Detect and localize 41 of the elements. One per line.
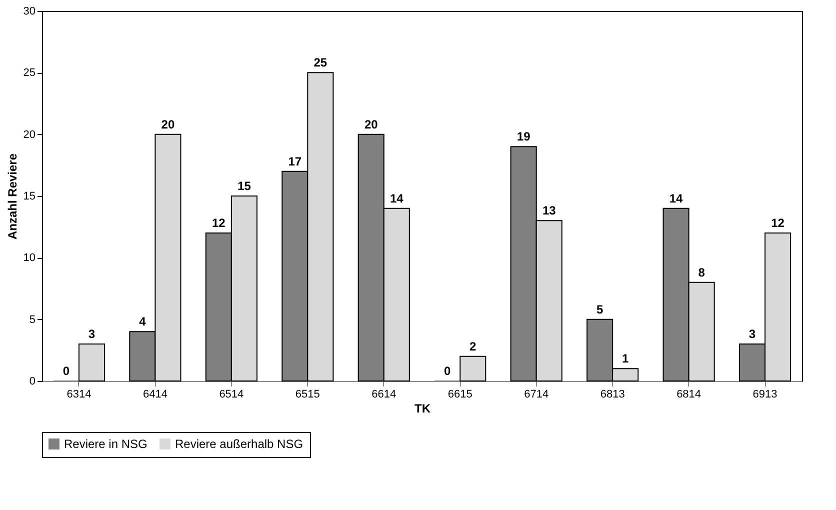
data-label: 0 (444, 364, 451, 378)
y-tick-label: 0 (29, 376, 36, 388)
data-label: 19 (516, 130, 531, 144)
data-label: 14 (390, 191, 404, 206)
x-tick-label: 6515 (295, 388, 320, 400)
legend-label: Reviere außerhalb NSG (175, 437, 304, 451)
y-tick-label: 5 (29, 314, 36, 326)
y-tick-label: 20 (23, 128, 36, 141)
x-tick-label: 6813 (600, 388, 625, 400)
data-label: 15 (238, 179, 252, 193)
data-label: 20 (161, 117, 175, 132)
x-tick-label: 6514 (219, 388, 244, 400)
y-axis-title: Anzahl Reviere (5, 153, 20, 240)
data-label: 8 (698, 265, 706, 280)
data-label: 13 (542, 204, 556, 218)
y-tick-label: 10 (23, 252, 36, 264)
legend-label: Reviere in NSG (64, 437, 148, 451)
data-label: 12 (771, 216, 785, 230)
data-label: 20 (364, 117, 378, 132)
y-tick-label: 15 (23, 190, 36, 202)
x-tick-label: 6814 (676, 388, 702, 400)
x-tick-label: 6414 (142, 388, 168, 400)
x-axis-title: TK (414, 402, 431, 416)
x-tick-label: 6314 (66, 388, 92, 400)
x-tick-label: 6913 (752, 388, 778, 400)
data-label: 5 (596, 302, 604, 316)
data-label: 4 (139, 314, 146, 329)
y-tick-label: 25 (23, 67, 36, 80)
data-label: 3 (748, 327, 756, 341)
data-label: 25 (314, 56, 328, 70)
data-label: 14 (669, 191, 684, 206)
x-tick-label: 6614 (372, 388, 396, 400)
data-label: 0 (62, 364, 70, 378)
data-label: 17 (288, 154, 302, 168)
data-label: 1 (622, 352, 629, 366)
y-tick-label: 30 (23, 6, 36, 18)
data-label: 12 (212, 216, 226, 230)
x-tick-label: 6615 (448, 388, 472, 400)
data-label: 2 (470, 339, 477, 354)
x-tick-label: 6714 (524, 388, 549, 400)
data-label: 3 (88, 327, 96, 341)
